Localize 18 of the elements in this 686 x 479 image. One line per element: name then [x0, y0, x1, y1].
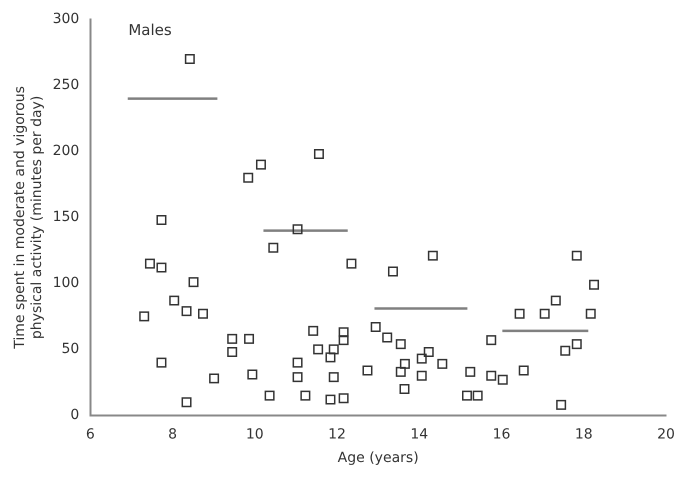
y-tick-label: 0 — [70, 407, 80, 424]
x-tick-label: 20 — [657, 426, 675, 442]
y-tick-label: 100 — [52, 275, 80, 292]
y-tick-label: 50 — [61, 341, 80, 358]
y-tick-label: 200 — [52, 143, 80, 160]
x-tick-label: 6 — [86, 426, 95, 442]
y-tick-label: 150 — [52, 209, 80, 226]
y-axis-title: Time spent in moderate and vigorous physical activity (minutes per day) — [12, 86, 45, 350]
x-tick-label: 14 — [410, 426, 428, 442]
x-tick-label: 16 — [492, 426, 511, 442]
x-tick-label: 10 — [246, 426, 264, 442]
x-tick-label: 8 — [168, 426, 178, 442]
y-tick-label: 300 — [52, 11, 80, 28]
annotation: Males — [128, 20, 172, 39]
x-tick-label: 18 — [574, 426, 593, 442]
x-axis-title: Age (years) — [338, 450, 419, 466]
y-tick-label: 250 — [52, 77, 80, 94]
x-tick-label: 12 — [328, 426, 346, 442]
